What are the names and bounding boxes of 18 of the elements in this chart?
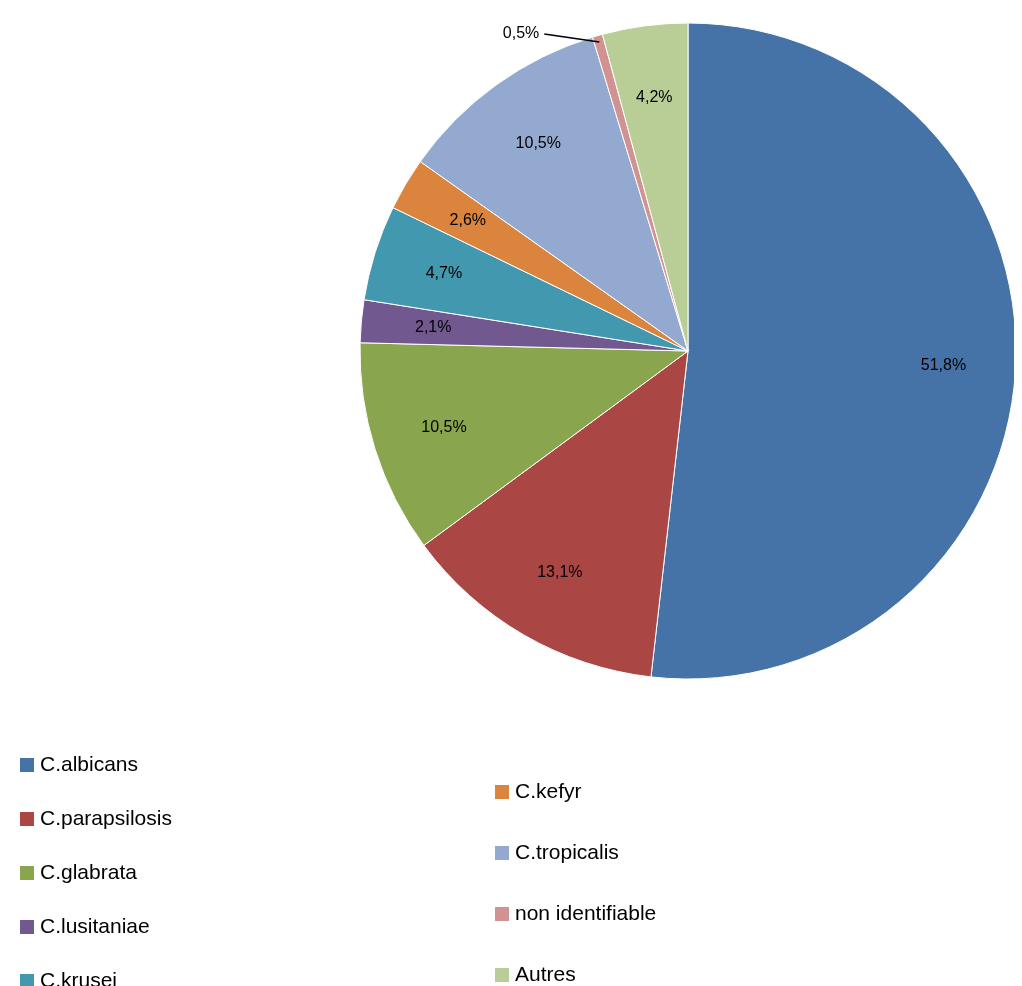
- data-label: 2,1%: [414, 317, 452, 335]
- data-label: 0,5%: [502, 24, 540, 42]
- legend-label: non identifiable: [515, 900, 657, 924]
- legend-label: C.tropicalis: [515, 839, 619, 863]
- data-label: 10,5%: [515, 133, 561, 151]
- data-label: 13,1%: [537, 562, 583, 580]
- data-label: 4,7%: [425, 264, 463, 282]
- data-label: 10,5%: [421, 417, 467, 435]
- data-label: 51,8%: [920, 355, 967, 373]
- legend-label: C.glabrata: [40, 859, 138, 883]
- data-label: 2,6%: [449, 210, 487, 228]
- legend-label: C.kefyr: [515, 778, 582, 802]
- legend-label: C.albicans: [40, 751, 139, 775]
- data-label: 4,2%: [636, 87, 673, 105]
- legend-label: C.lusitaniae: [40, 913, 150, 937]
- legend-label: C.parapsilosis: [40, 805, 172, 829]
- legend-label: Autres: [515, 961, 576, 985]
- legend-label: C.krusei: [40, 967, 118, 986]
